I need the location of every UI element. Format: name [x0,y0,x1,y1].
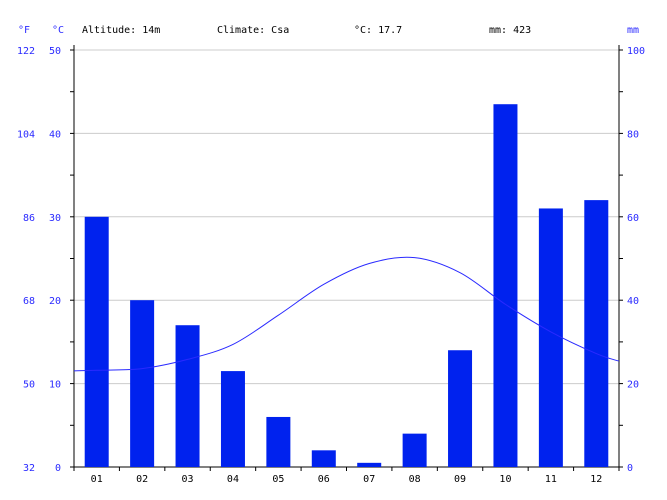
month-label-06: 06 [318,474,330,485]
celsius-tick-label: 40 [49,129,61,140]
altitude-label: Altitude: 14m [82,25,160,36]
fahrenheit-unit-label: °F [18,25,30,36]
precipitation-bar-02 [130,300,155,467]
precipitation-bar-09 [448,350,473,467]
month-label-07: 07 [363,474,375,485]
precipitation-bar-01 [84,216,109,467]
climate-label: Climate: Csa [217,25,289,36]
month-label-09: 09 [454,474,466,485]
fahrenheit-tick-label: 68 [23,296,35,307]
month-label-02: 02 [136,474,148,485]
month-label-10: 10 [499,474,511,485]
precipitation-bar-11 [538,208,563,467]
grid-lines [74,49,619,468]
celsius-tick-label: 20 [49,296,61,307]
precipitation-bar-05 [266,416,291,467]
precipitation-bar-04 [220,371,245,467]
celsius-tick-label: 0 [55,463,61,474]
month-label-11: 11 [545,474,557,485]
millimeter-tick-label: 100 [627,46,645,57]
month-label-12: 12 [590,474,602,485]
total-precipitation-label: mm: 423 [489,25,531,36]
month-label-01: 01 [91,474,103,485]
fahrenheit-tick-label: 32 [23,463,35,474]
celsius-tick-label: 50 [49,46,61,57]
temperature-line-group [73,256,620,372]
fahrenheit-tick-label: 50 [23,380,35,391]
month-label-05: 05 [272,474,284,485]
precipitation-bars [84,104,609,468]
temperature-line [73,256,620,372]
millimeter-tick-label: 40 [627,296,639,307]
month-label-08: 08 [409,474,421,485]
millimeter-tick-label: 20 [627,380,639,391]
average-temperature-label: °C: 17.7 [354,25,402,36]
precipitation-bar-07 [357,462,382,467]
month-label-04: 04 [227,474,239,485]
millimeter-unit-label: mm [627,25,639,36]
celsius-unit-label: °C [52,25,64,36]
month-label-03: 03 [182,474,194,485]
millimeter-tick-label: 60 [627,213,639,224]
millimeter-tick-label: 80 [627,129,639,140]
fahrenheit-tick-label: 122 [17,46,35,57]
fahrenheit-tick-label: 104 [17,129,35,140]
millimeter-tick-label: 0 [627,463,633,474]
precipitation-bar-06 [311,450,336,467]
precipitation-bar-10 [493,104,518,468]
fahrenheit-tick-label: 86 [23,213,35,224]
celsius-tick-label: 10 [49,380,61,391]
precipitation-bar-03 [175,325,200,467]
axes [70,45,623,471]
precipitation-bar-08 [402,433,427,467]
precipitation-bar-12 [584,200,609,467]
celsius-tick-label: 30 [49,213,61,224]
